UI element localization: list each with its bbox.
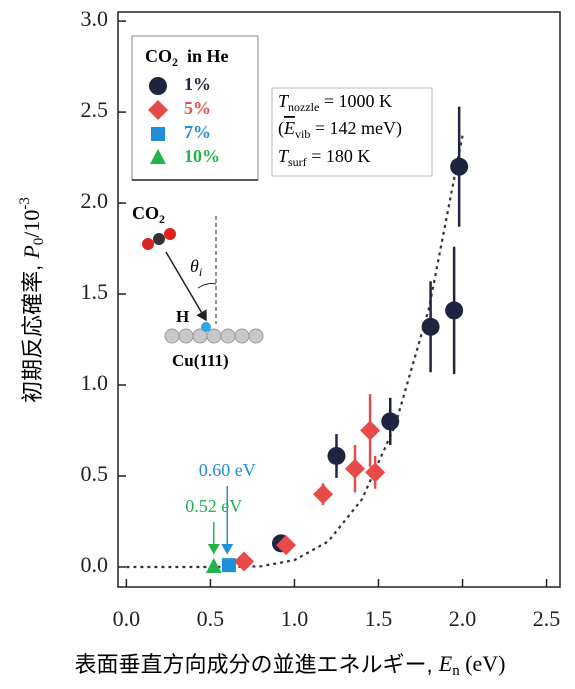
x-axis-label-text: 表面垂直方向成分の並進エネルギー, [75, 652, 439, 677]
angle-arc [197, 283, 217, 289]
x-axis-label-text: (eV) [460, 651, 506, 676]
x-tick-label: 0.0 [113, 606, 141, 631]
y-tick-label: 0.5 [81, 461, 109, 486]
y-axis-label-sup: -3 [17, 197, 33, 210]
legend-title-text: in He [178, 46, 229, 66]
legend-label: 5% [184, 98, 211, 118]
legend-label: 7% [184, 122, 211, 142]
condition-sub: surf [288, 155, 307, 169]
inset-label: Cu(111) [172, 351, 229, 370]
hydrogen-atom [201, 322, 211, 332]
x-axis-label-sub: n [452, 663, 460, 679]
x-tick-label: 2.5 [533, 606, 561, 631]
threshold-label: 0.52 eV [185, 496, 242, 516]
data-point [421, 317, 440, 336]
y-axis-label-text: 初期反応確率, [20, 259, 45, 403]
y-axis-label-text: /10 [19, 210, 44, 238]
condition-text: T [278, 146, 290, 166]
data-point [313, 484, 334, 505]
x-tick-label: 1.0 [281, 606, 309, 631]
oxygen-atom [164, 228, 176, 240]
condition-sub: vib [295, 127, 310, 141]
x-axis-label: 表面垂直方向成分の並進エネルギー, En (eV) [75, 651, 506, 679]
x-tick-label: 1.5 [365, 606, 393, 631]
condition-text: E [283, 118, 295, 138]
inset: CO2 θi H Cu(111) [132, 203, 264, 370]
condition-sub: nozzle [288, 100, 319, 114]
plot-frame [117, 11, 561, 588]
surface-atoms [164, 328, 264, 344]
data-point [445, 301, 464, 320]
legend-title-text: CO [145, 46, 172, 66]
carbon-atom [153, 233, 165, 245]
data-point [381, 412, 400, 431]
inset-sub: i [199, 265, 202, 279]
legend-marker [149, 77, 167, 95]
data-point [365, 462, 386, 483]
condition: Tsurf = 180 K [278, 146, 370, 169]
data-point [205, 557, 222, 573]
y-axis-label-text: P [19, 245, 44, 259]
condition-text: = 1000 K [319, 91, 392, 111]
incident-arrow [165, 251, 207, 322]
y-tick-label: 2.0 [81, 188, 109, 213]
legend-marker [151, 127, 165, 141]
y-axis-label: 初期反応確率, P0/10-3 [17, 197, 47, 403]
y-axis-label-sub: 0 [31, 238, 47, 246]
condition-text: = 180 K [307, 146, 371, 166]
inset-label: H [176, 307, 189, 326]
threshold-label: 0.60 eV [199, 460, 256, 480]
inset-text: θ [190, 256, 199, 276]
legend-marker [148, 100, 168, 120]
condition-text: T [278, 91, 290, 111]
data-point [327, 446, 346, 465]
legend-marker [150, 149, 166, 164]
data-point [276, 535, 297, 556]
angle-label: θi [190, 256, 202, 279]
y-tick-label: 0.0 [81, 552, 109, 577]
x-tick-label: 0.5 [197, 606, 225, 631]
y-tick-label: 1.0 [81, 370, 109, 395]
legend-title: CO2 in He [145, 46, 229, 69]
inset-text: CO [132, 203, 159, 223]
x-axis-label-text: E [438, 651, 453, 676]
data-point [344, 458, 365, 479]
condition-text: = 142 meV) [310, 118, 402, 139]
conditions-box [271, 87, 433, 177]
y-tick-label: 3.0 [81, 6, 109, 31]
oxygen-atom [142, 238, 154, 250]
condition-text: ( [278, 118, 284, 139]
y-tick-label: 1.5 [81, 279, 109, 304]
legend-label: 10% [184, 146, 220, 166]
condition: (Evib = 142 meV) [278, 118, 402, 141]
x-tick-label: 2.0 [449, 606, 477, 631]
y-tick-label: 2.5 [81, 97, 109, 122]
data-point [221, 558, 236, 573]
fit-curve [126, 135, 464, 569]
data-point [360, 420, 381, 441]
inset-sub: 2 [159, 212, 165, 226]
condition: Tnozzle = 1000 K [278, 91, 392, 114]
inset-label: CO2 [132, 203, 165, 226]
legend-label: 1% [184, 74, 211, 94]
data-point [450, 157, 469, 176]
data-point [234, 551, 255, 572]
legend-title-sub: 2 [172, 55, 178, 69]
